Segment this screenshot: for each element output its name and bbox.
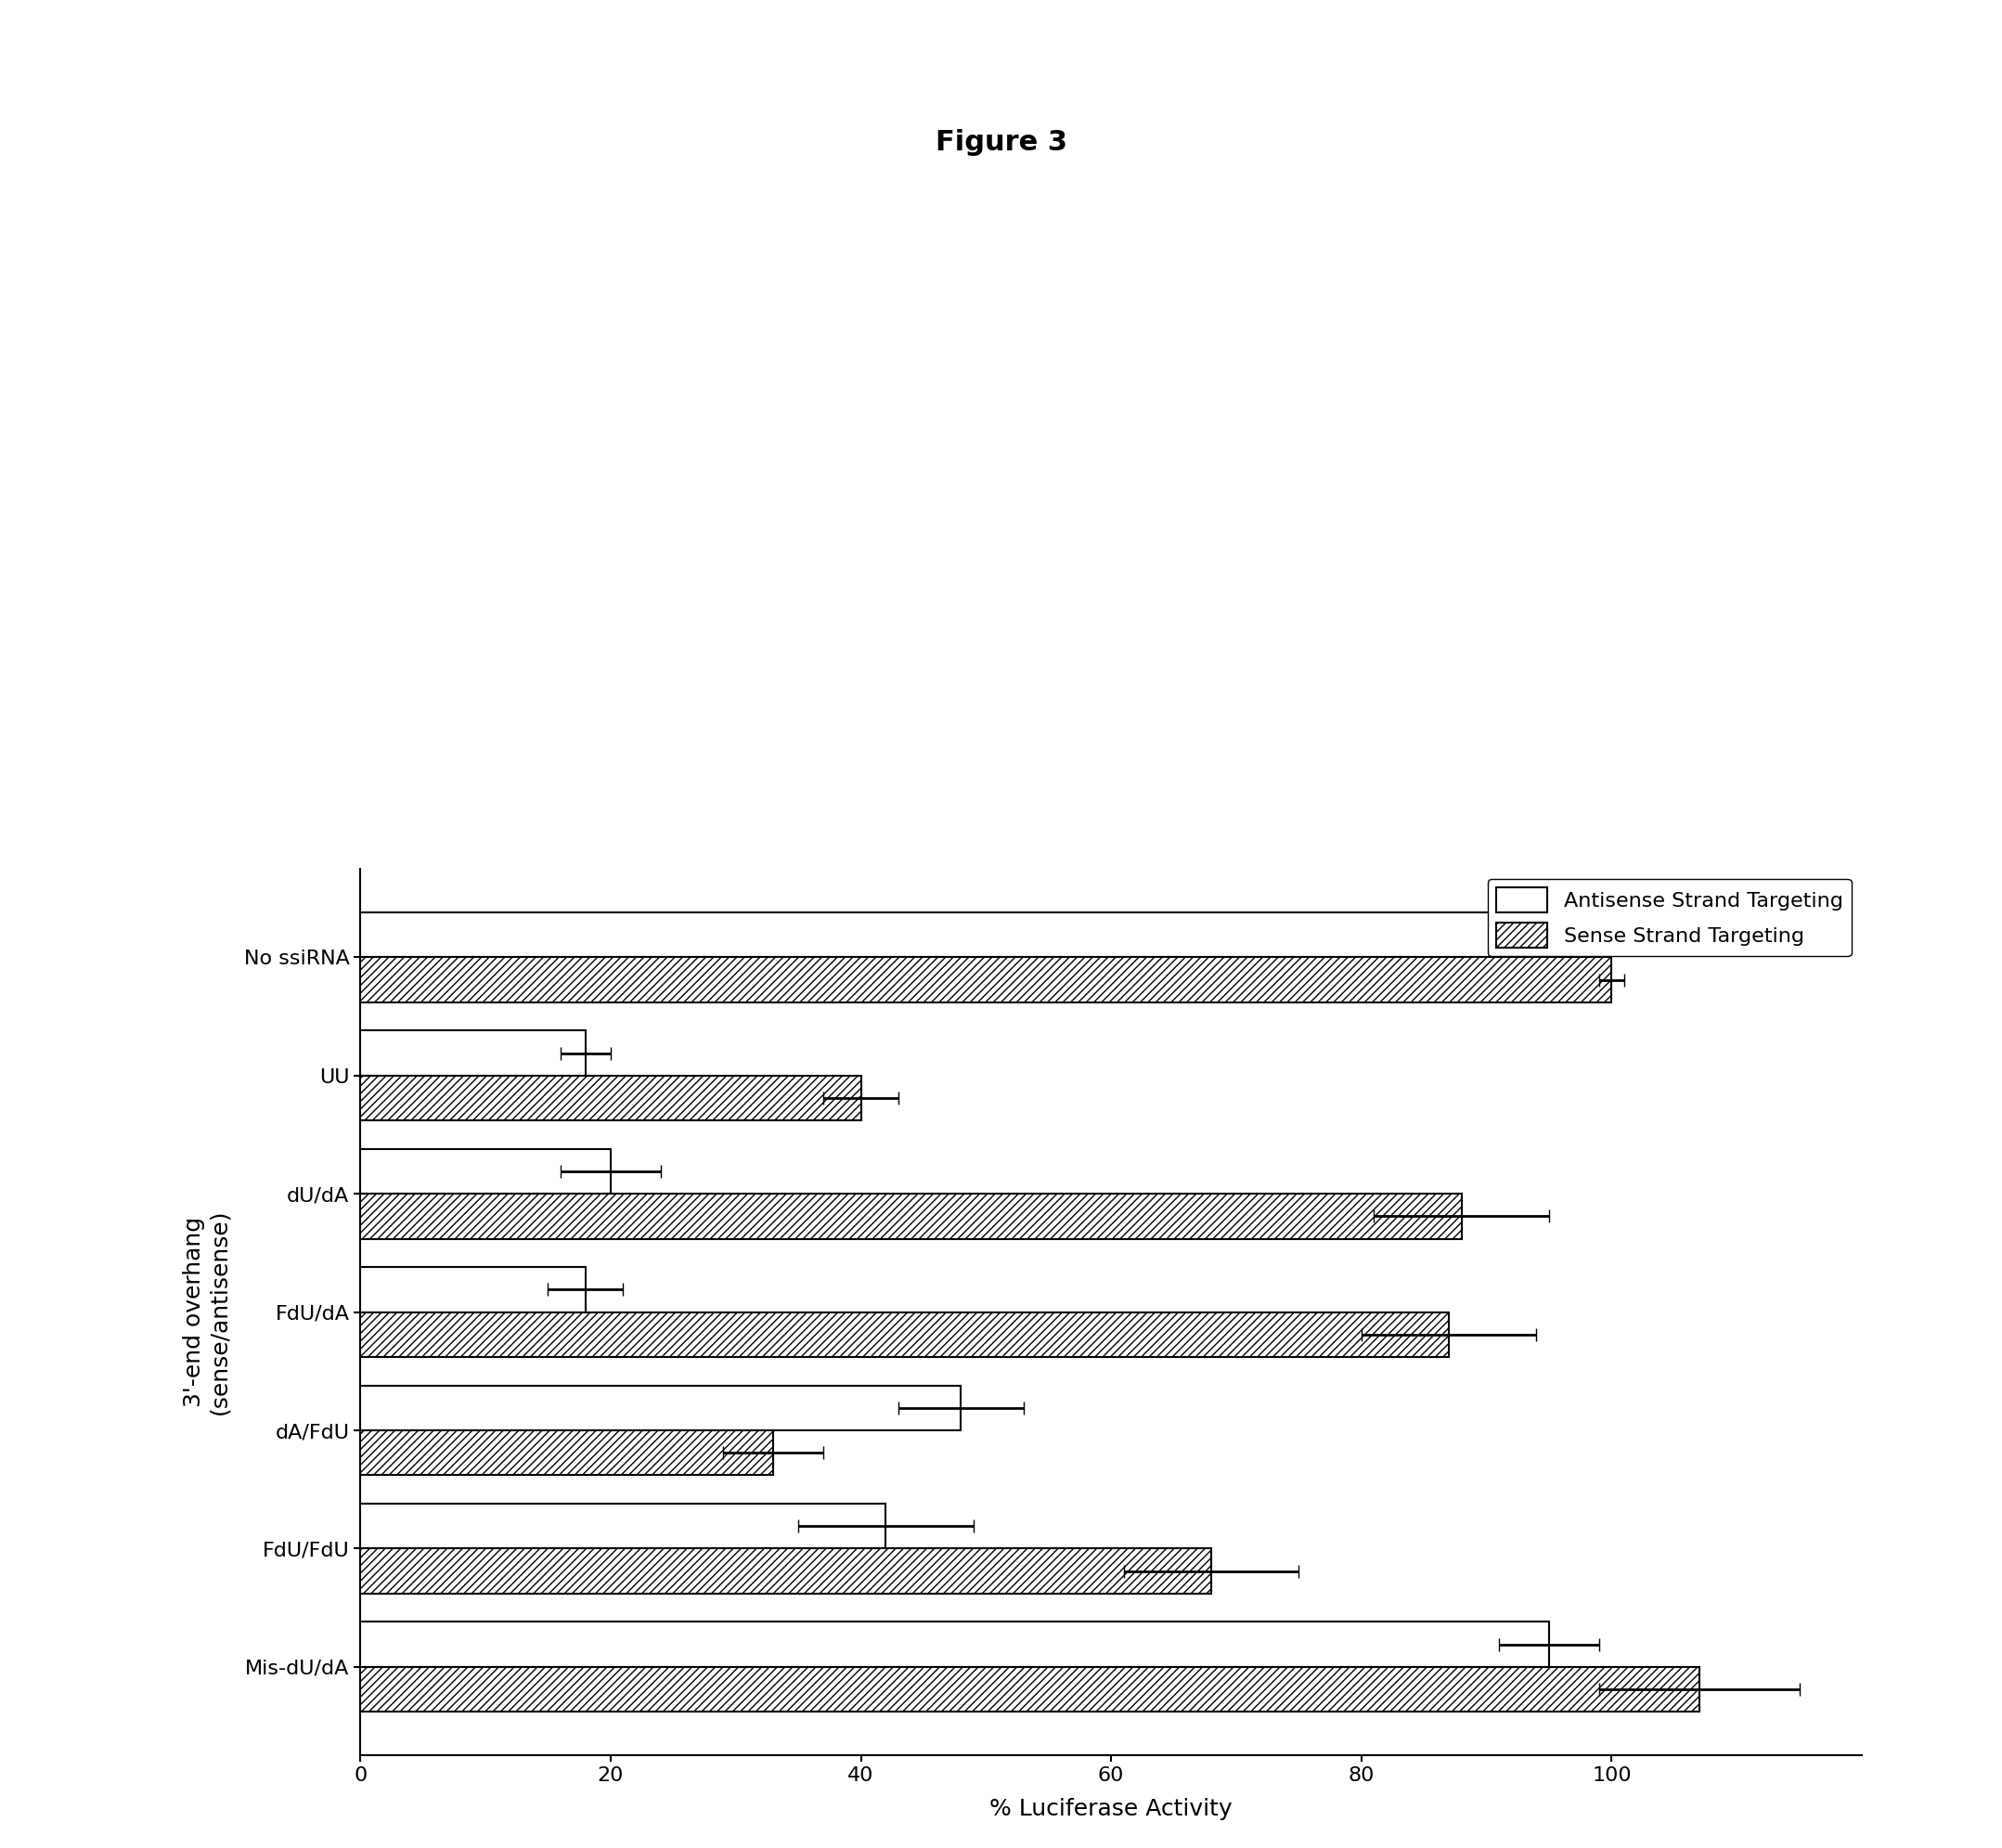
Bar [360,1667,1700,1711]
X-axis label: % Luciferase Activity: % Luciferase Activity [989,1798,1233,1820]
Bar [360,1076,861,1120]
Bar [360,1504,885,1549]
Bar [360,1386,961,1430]
Bar [360,1312,1449,1356]
Bar [360,1430,773,1475]
Bar [360,957,1612,1002]
Text: Figure 3: Figure 3 [935,129,1067,157]
Bar [360,1623,1550,1667]
Bar [360,1549,1211,1593]
Bar [360,1194,1461,1238]
Y-axis label: 3'-end overhang
(sense/antisense): 3'-end overhang (sense/antisense) [182,1209,230,1416]
Bar [360,913,1612,957]
Bar [360,1031,585,1076]
Legend: Antisense Strand Targeting, Sense Strand Targeting: Antisense Strand Targeting, Sense Strand… [1487,880,1852,955]
Bar [360,1268,585,1312]
Bar [360,1149,611,1194]
